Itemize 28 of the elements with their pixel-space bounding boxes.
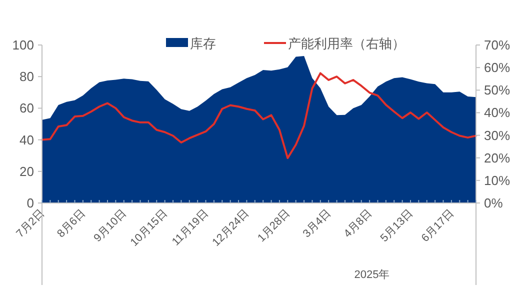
- y-tick-label: 100: [12, 38, 34, 52]
- x-tick-label: 12月24日: [210, 207, 252, 249]
- y2-tick-label: 10%: [484, 172, 510, 188]
- y2-tick-label: 60%: [484, 60, 510, 76]
- line-series: [41, 72, 477, 160]
- x-tick-label: 10月15日: [128, 207, 170, 249]
- x-tick-label: 1月28日: [256, 207, 293, 244]
- x-tick-label: 4月8日: [342, 207, 374, 240]
- x-tick-label: 11月19日: [170, 207, 211, 248]
- y-tick-label: 20: [20, 164, 34, 179]
- y2-tick-label: 20%: [484, 150, 510, 166]
- y2-tick-label: 40%: [484, 105, 510, 120]
- x-tick-label: 3月4日: [300, 207, 334, 240]
- y-tick-label: 60: [20, 100, 34, 116]
- x-tick-label: 6月17日: [419, 207, 456, 244]
- y-tick-label: 0: [26, 196, 34, 210]
- y2-tick-label: 30%: [484, 128, 510, 143]
- x-tick-label: 8月6日: [55, 207, 88, 240]
- x-tick-label: 9月10日: [92, 207, 129, 244]
- x-tick-label: 5月13日: [378, 207, 416, 244]
- y-tick-label: 80: [20, 69, 34, 84]
- legend-label: 库存: [190, 36, 216, 51]
- y2-tick-label: 70%: [484, 38, 510, 52]
- y2-tick-label: 0%: [484, 196, 504, 210]
- legend-label: 产能利用率（右轴）: [288, 36, 405, 51]
- y-tick-label: 40: [20, 132, 34, 148]
- text: 2025年: [354, 269, 390, 281]
- y2-tick-label: 50%: [484, 82, 510, 98]
